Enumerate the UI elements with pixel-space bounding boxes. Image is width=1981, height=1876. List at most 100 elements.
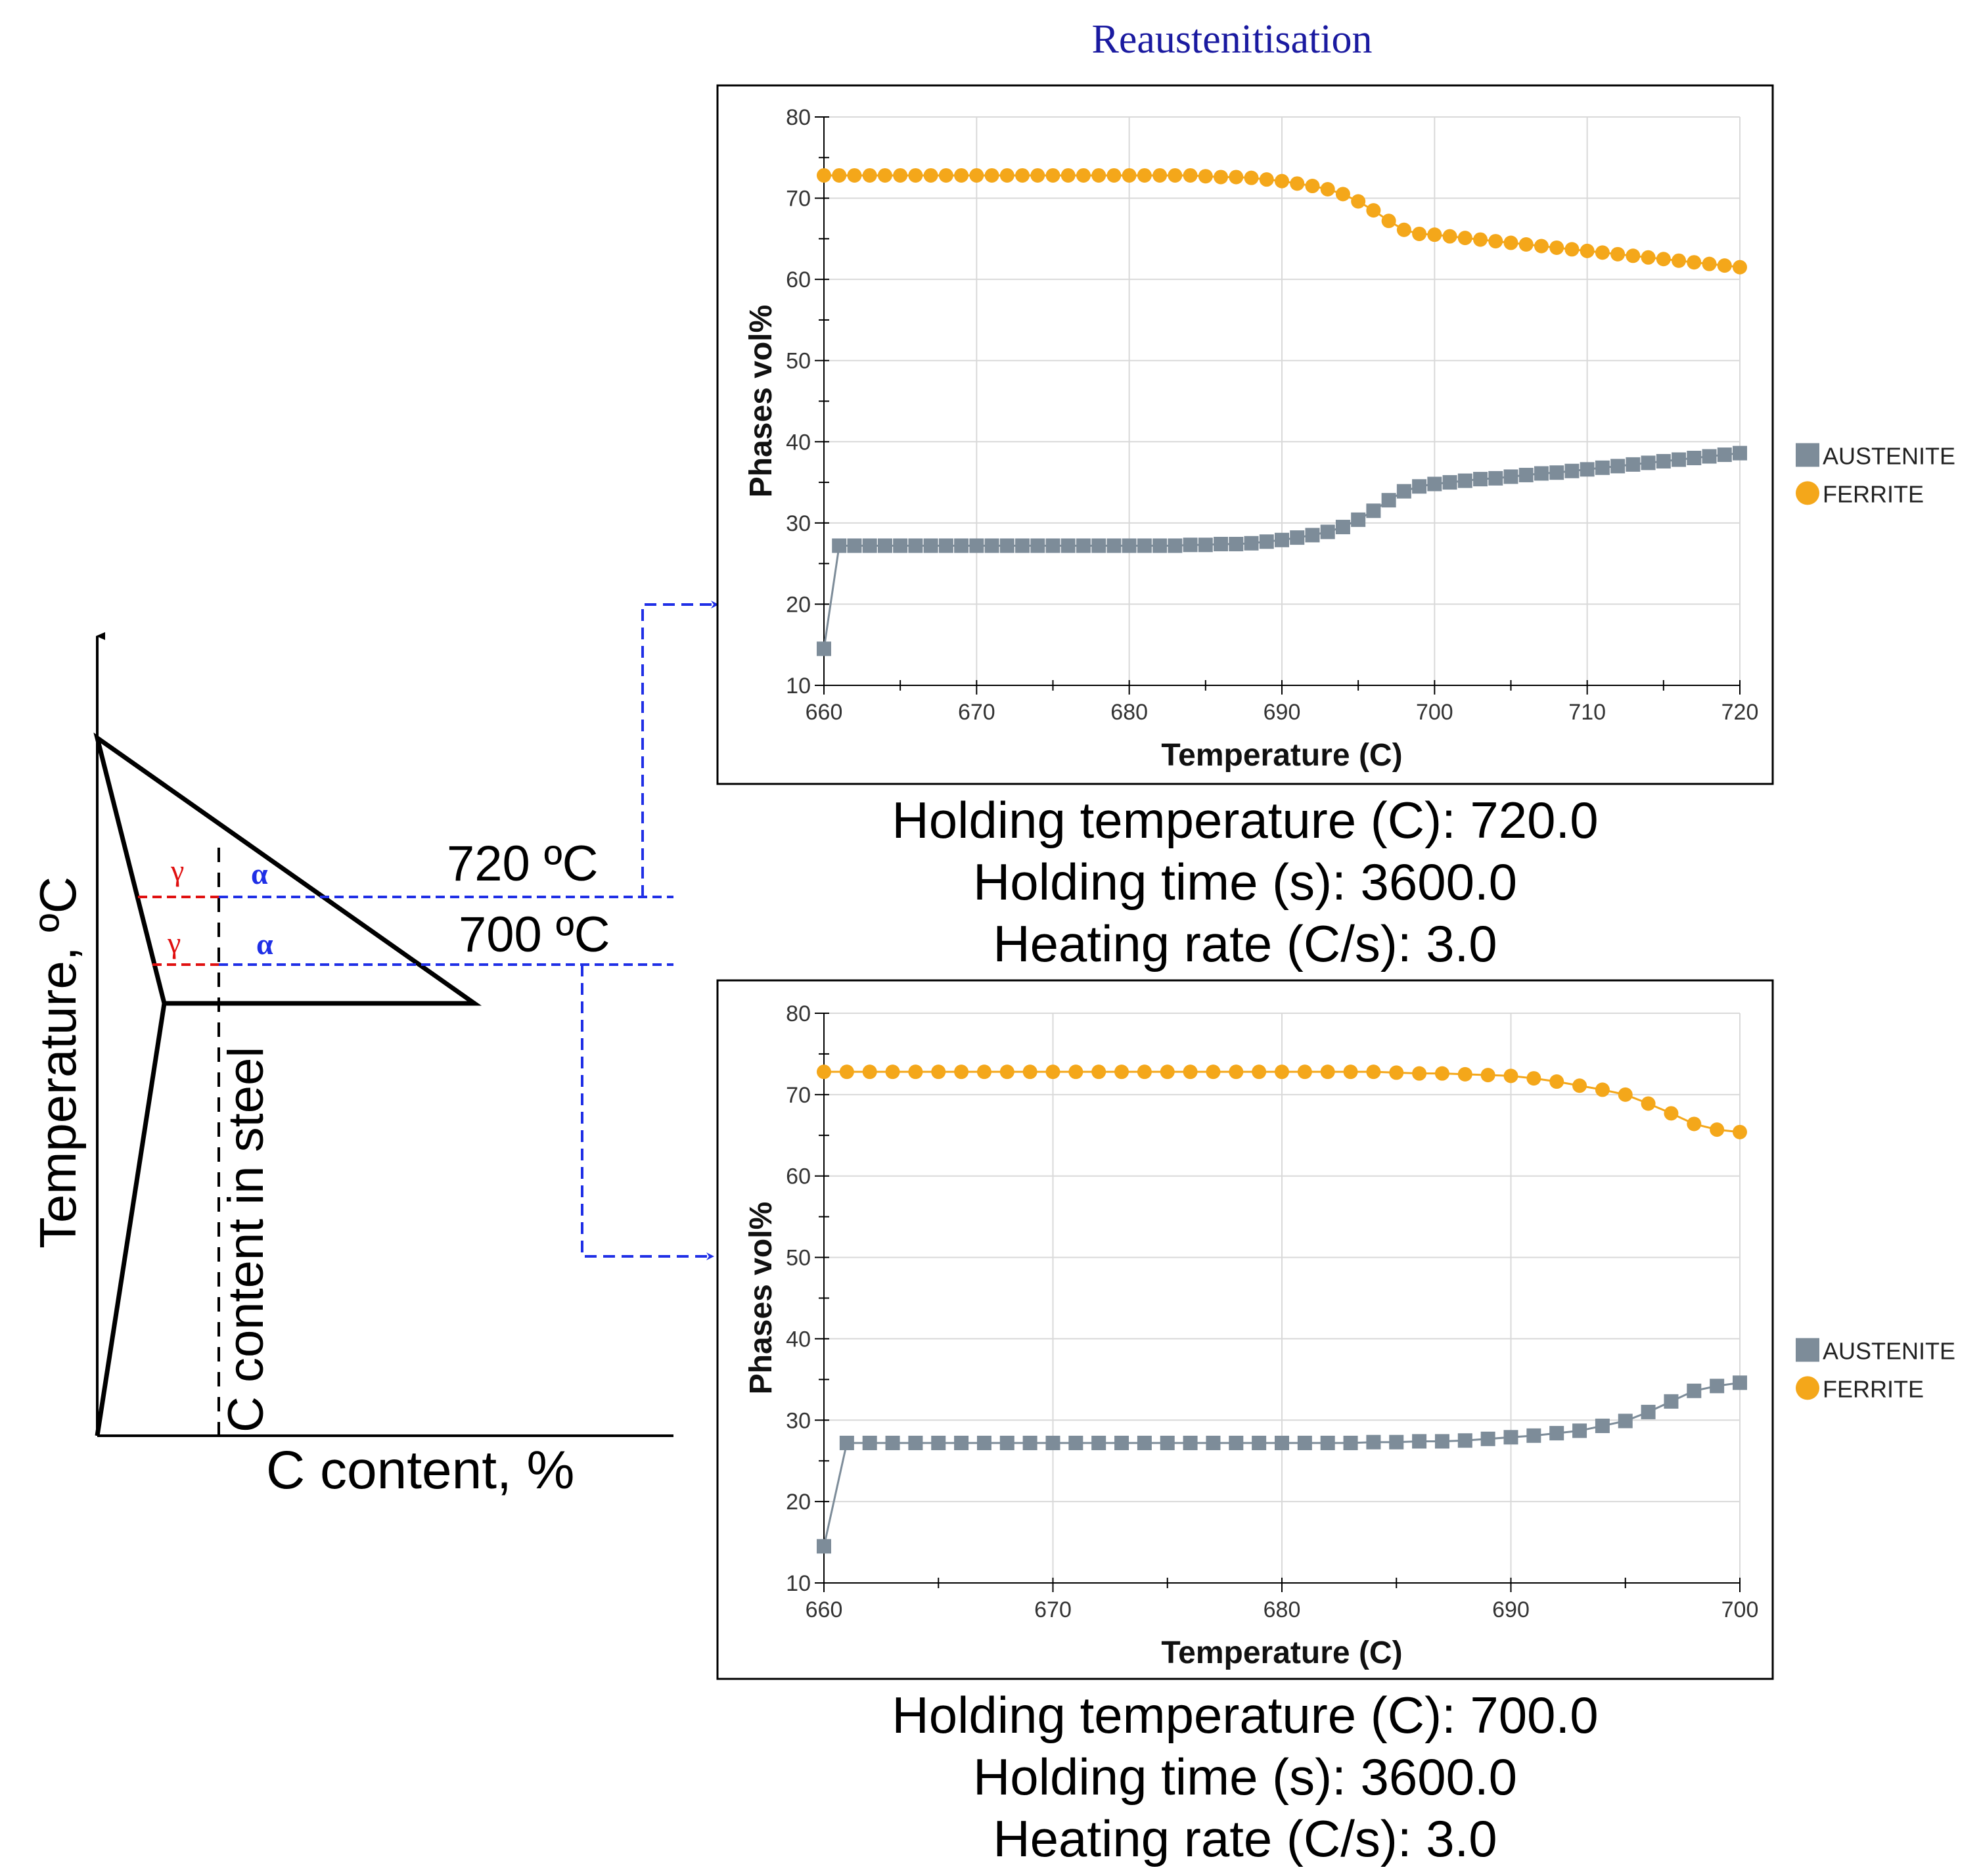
data-point [1434,1066,1449,1081]
data-point [1480,1068,1495,1083]
data-point [1710,1122,1725,1137]
legend-marker-austenite [1796,1338,1819,1362]
data-point [984,538,999,553]
data-point [908,1064,923,1080]
legend-marker-austenite [1796,443,1819,467]
y-tick-label: 40 [786,1327,811,1352]
data-point [1320,524,1335,539]
data-point [1106,538,1122,553]
data-point [1045,1064,1060,1080]
data-point [1183,1435,1198,1450]
data-point [1549,465,1564,480]
caption-line: Heating rate (C/s): 3.0 [993,1810,1497,1867]
data-point [862,538,877,553]
y-tick-label: 80 [786,1001,811,1026]
data-point [1396,222,1411,237]
data-point [1122,538,1137,553]
data-point [1351,194,1366,209]
data-point [1534,466,1549,481]
gamma-symbol-720: γ [170,854,184,887]
data-point [1564,242,1580,257]
alpha-phase-boundary [95,1003,167,1436]
data-point [1183,1064,1198,1080]
data-point [1580,243,1595,258]
alpha-symbol-720: α [251,857,268,890]
c-content-label: C content in steel [218,1047,274,1432]
data-point [1389,1434,1404,1450]
legend-marker-ferrite [1796,1376,1819,1400]
data-point [1229,1435,1244,1450]
legend-label-ferrite: FERRITE [1823,480,1924,507]
connector-arrow-720 [641,601,719,897]
x-tick-label: 670 [1034,1597,1072,1622]
x-tick-label: 690 [1492,1597,1530,1622]
data-point [1526,1071,1541,1086]
data-point [1106,168,1122,183]
data-point [1526,1428,1541,1443]
data-point [1068,1435,1083,1450]
data-point [1320,1064,1335,1080]
data-point [1595,460,1610,475]
data-point [954,168,969,183]
data-point [1183,168,1198,183]
x-tick-label: 710 [1568,700,1606,725]
data-point [1137,168,1152,183]
x-tick-label: 680 [1110,700,1148,725]
caption-line: Holding time (s): 3600.0 [973,1748,1517,1806]
series-ferrite [817,168,1747,275]
x-axis-label: Temperature (C) [1161,738,1402,773]
data-point [839,1435,854,1450]
data-point [1045,538,1060,553]
x-tick-label: 700 [1721,1597,1759,1622]
data-point [1076,168,1091,183]
data-point [1351,512,1366,527]
data-point [1641,1096,1656,1111]
y-tick-label: 20 [786,1490,811,1515]
caption-line: Heating rate (C/s): 3.0 [993,915,1497,972]
y-tick-label: 80 [786,105,811,130]
data-point [877,538,892,553]
data-point [923,168,938,183]
data-point [862,168,877,183]
data-point [1259,534,1274,549]
data-point [1335,520,1350,535]
data-point [1015,168,1030,183]
data-point [1534,239,1549,254]
data-point [908,168,923,183]
data-point [1160,1435,1175,1450]
data-point [1275,1435,1289,1450]
data-point [1733,1375,1747,1390]
data-point [1595,245,1610,260]
data-point [817,1064,831,1080]
data-point [1717,447,1732,463]
data-point [1114,1064,1129,1080]
caption-line: Holding time (s): 3600.0 [973,853,1517,911]
data-point [954,1435,969,1450]
data-point [817,168,831,183]
data-point [999,538,1014,553]
data-point [1641,1404,1656,1419]
data-point [1305,528,1320,543]
data-point [1687,451,1702,465]
x-axis-label: Temperature (C) [1161,1636,1402,1670]
data-point [1137,1064,1152,1080]
data-point [1457,231,1472,246]
data-point [1290,530,1305,545]
data-point [1733,446,1747,461]
data-point [1022,1435,1037,1450]
data-point [1335,187,1350,202]
data-point [1664,1394,1679,1409]
legend-label-austenite: AUSTENITE [1823,442,1955,469]
data-point [1488,470,1503,486]
data-point [1457,473,1472,488]
x-tick-label: 700 [1416,700,1453,725]
data-point [1214,170,1229,185]
data-point [908,538,923,553]
data-point [1206,1064,1221,1080]
data-point [976,1435,991,1450]
chart-0: 660 670 680 690 700 710 720 10 20 30 40 50 60 70 80 Tem… [716,84,1955,972]
temperature-axis-label: Temperature, ºC [29,877,87,1248]
x-tick-label: 660 [806,700,843,725]
data-point [1687,1116,1702,1132]
data-point [847,168,862,183]
